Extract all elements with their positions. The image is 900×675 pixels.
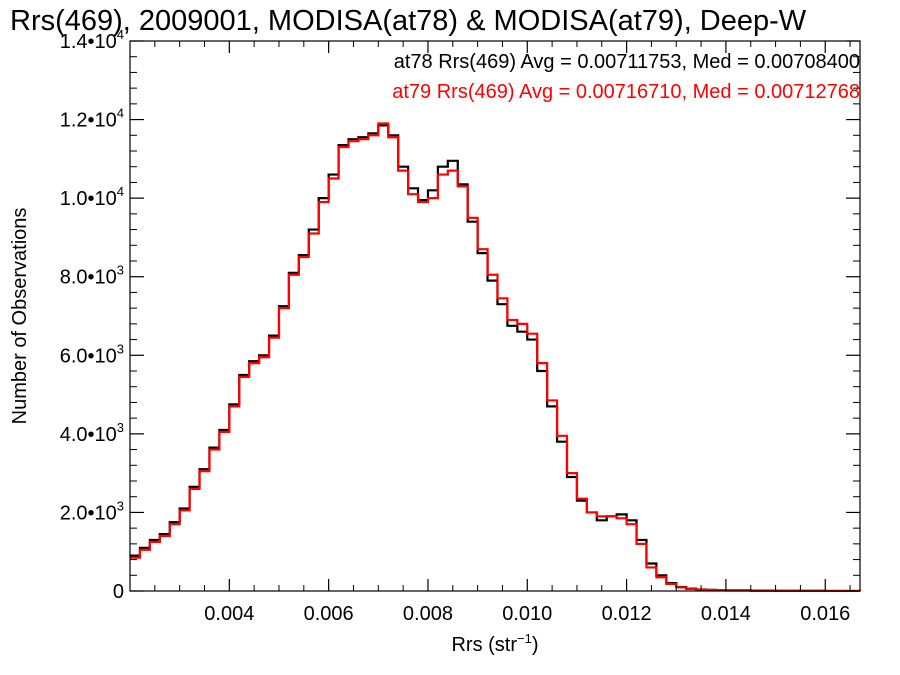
- y-tick-label: 1.4•104: [60, 27, 124, 53]
- x-tick-label: 0.004: [204, 603, 254, 625]
- y-axis: 0 2.0•103 4.0•103 6.0•103 8.0•103 1.0•104 1.2•…: [60, 27, 860, 603]
- y-tick-label: 6.0•103: [60, 341, 124, 367]
- x-axis-title: Rrs (str−1): [451, 631, 538, 656]
- y-tick-label: 8.0•103: [60, 263, 124, 289]
- y-tick-label: 1.2•104: [60, 106, 124, 132]
- plot-frame: [129, 40, 861, 592]
- legend-at79: at79 Rrs(469) Avg = 0.00716710, Med = 0.…: [392, 81, 860, 103]
- y-tick-label: 1.0•104: [60, 184, 124, 210]
- chart-title: Rrs(469), 2009001, MODISA(at78) & MODISA…: [10, 5, 807, 37]
- x-tick-label: 0.010: [502, 603, 552, 625]
- y-tick-label: 0: [113, 581, 124, 603]
- x-tick-label: 0.008: [403, 603, 453, 625]
- series-layer: [130, 122, 862, 593]
- y-axis-title: Number of Observations: [9, 208, 31, 425]
- x-tick-label: 0.006: [304, 603, 354, 625]
- x-axis-title-main: Rrs (str: [451, 634, 517, 656]
- legend-at78: at78 Rrs(469) Avg = 0.00711753, Med = 0.…: [394, 51, 860, 73]
- y-tick-label: 2.0•103: [60, 498, 124, 524]
- x-tick-label: 0.012: [602, 603, 652, 625]
- y-tick-label: 4.0•103: [60, 420, 124, 446]
- x-axis-title-close: ): [532, 634, 539, 656]
- series-line-at79: [130, 122, 862, 593]
- x-axis-title-superscript: −1: [517, 631, 532, 646]
- x-tick-label: 0.016: [800, 603, 850, 625]
- x-tick-label: 0.014: [701, 603, 751, 625]
- series-line-at78: [130, 124, 862, 593]
- x-axis: 0.004 0.006 0.008 0.010 0.012 0.014 0.016: [154, 41, 851, 625]
